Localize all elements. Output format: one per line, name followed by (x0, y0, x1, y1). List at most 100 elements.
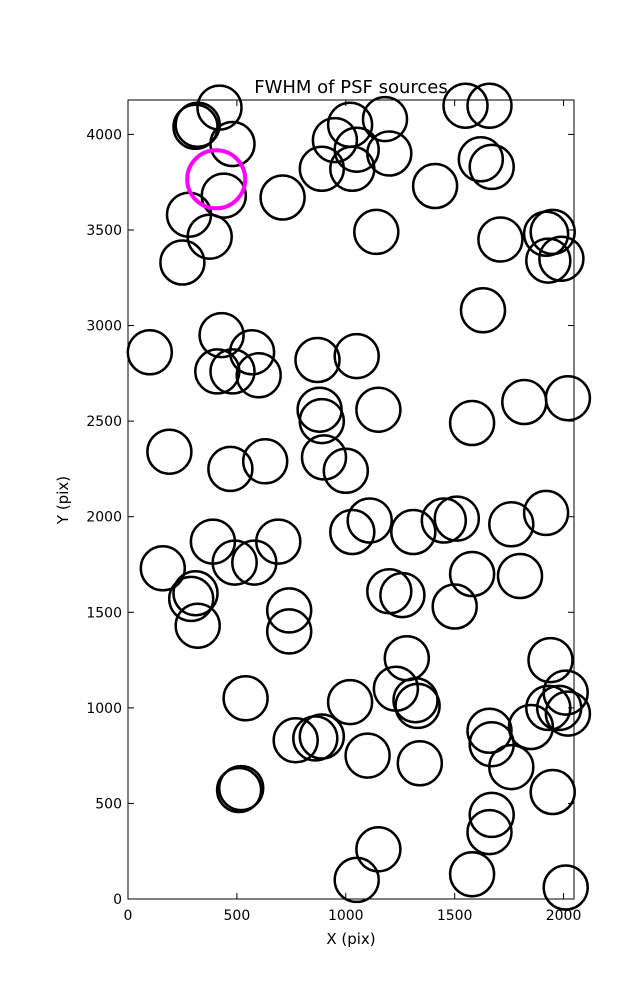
source-marker-61 (231, 539, 278, 586)
source-marker-67 (448, 550, 496, 598)
source-marker-28 (126, 329, 174, 376)
source-marker-15 (333, 126, 380, 173)
source-marker-59 (174, 602, 221, 649)
source-marker-21 (468, 143, 515, 191)
source-marker-11 (311, 116, 359, 164)
y-axis-label: Y (pix) (54, 476, 72, 525)
source-marker-34 (294, 336, 341, 384)
source-marker-62 (265, 587, 313, 634)
source-marker-79 (344, 732, 391, 779)
source-marker-94 (448, 850, 496, 898)
source-marker-90 (215, 766, 263, 814)
source-marker-63 (265, 608, 313, 655)
source-marker-51 (390, 508, 437, 556)
y-tick-label: 1000 (86, 701, 122, 717)
x-tick-label: 1000 (328, 908, 364, 924)
source-marker-38 (355, 386, 402, 433)
source-marker-6 (186, 213, 233, 260)
source-marker-31 (194, 348, 241, 395)
source-marker-83 (507, 703, 555, 751)
source-marker-45 (300, 434, 348, 481)
source-marker-24 (529, 208, 576, 256)
source-marker-40 (501, 378, 548, 426)
source-marker-42 (146, 428, 193, 475)
source-marker-25 (525, 237, 572, 284)
source-marker-13 (361, 95, 409, 143)
source-marker-33 (235, 352, 282, 399)
source-marker-55 (522, 489, 570, 537)
source-marker-56 (139, 545, 187, 592)
highlight-marker (185, 148, 248, 211)
source-marker-32 (209, 348, 256, 395)
source-marker-87 (542, 669, 589, 716)
axis-ticks: 0 500 1000 1500 2000 0 500 1000 1500 2000 2500 3000… (86, 100, 581, 924)
source-marker-57 (172, 569, 219, 617)
source-marker-74 (394, 682, 441, 730)
source-marker-52 (420, 497, 468, 544)
source-marker-68 (496, 552, 544, 600)
plot-frame (127, 99, 575, 900)
x-tick-label: 0 (124, 908, 133, 924)
source-marker-96 (468, 791, 515, 839)
source-marker-76 (272, 717, 319, 764)
source-marker-37 (298, 397, 346, 445)
plot-marks (126, 82, 592, 911)
x-tick-label: 1500 (437, 908, 473, 924)
x-tick-label: 2000 (546, 908, 582, 924)
y-tick-label: 3500 (86, 223, 122, 239)
source-marker-2 (196, 84, 243, 131)
source-marker-18 (442, 82, 489, 129)
source-marker-95 (466, 808, 513, 856)
y-tick-label: 500 (95, 796, 122, 812)
source-marker-97 (542, 864, 589, 911)
chart-title: FWHM of PSF sources (254, 77, 448, 98)
source-marker-60 (211, 539, 258, 586)
source-marker-5 (200, 172, 248, 219)
y-tick-label: 0 (113, 892, 122, 908)
source-marker-43 (207, 445, 254, 493)
source-marker-91 (217, 764, 265, 812)
source-marker-58 (167, 575, 215, 623)
source-marker-12 (326, 101, 374, 149)
source-marker-89 (529, 768, 576, 816)
source-marker-19 (466, 82, 513, 129)
y-tick-label: 4000 (86, 127, 122, 143)
source-marker-85 (527, 636, 574, 684)
source-marker-35 (333, 332, 380, 380)
source-marker-54 (488, 501, 535, 548)
source-marker-70 (326, 678, 374, 726)
source-marker-41 (544, 374, 592, 422)
source-marker-92 (355, 826, 402, 873)
source-marker-17 (411, 162, 459, 210)
source-marker-44 (241, 438, 289, 485)
y-tick-label: 3000 (86, 319, 122, 335)
source-marker-53 (433, 495, 481, 542)
source-marker-27 (459, 287, 507, 334)
source-marker-69 (222, 675, 269, 722)
source-marker-16 (353, 208, 400, 256)
source-marker-26 (538, 235, 585, 282)
source-marker-49 (329, 508, 376, 556)
source-marker-65 (379, 571, 426, 619)
source-marker-73 (392, 676, 439, 724)
source-marker-22 (477, 216, 524, 263)
source-marker-8 (259, 174, 306, 221)
x-tick-label: 500 (224, 908, 251, 924)
source-marker-29 (198, 311, 245, 359)
source-marker-66 (431, 583, 478, 630)
x-axis-label: X (pix) (326, 930, 375, 948)
source-marker-20 (457, 136, 505, 183)
source-marker-78 (298, 713, 346, 760)
y-tick-label: 2500 (86, 414, 122, 430)
source-marker-46 (322, 447, 370, 495)
source-marker-39 (448, 399, 496, 447)
source-marker-7 (159, 239, 206, 286)
source-marker-3 (209, 120, 256, 168)
y-tick-label: 2000 (86, 510, 122, 526)
source-marker-50 (346, 497, 393, 544)
source-marker-75 (396, 740, 444, 787)
source-marker-93 (333, 856, 380, 904)
y-tick-label: 1500 (86, 605, 122, 621)
